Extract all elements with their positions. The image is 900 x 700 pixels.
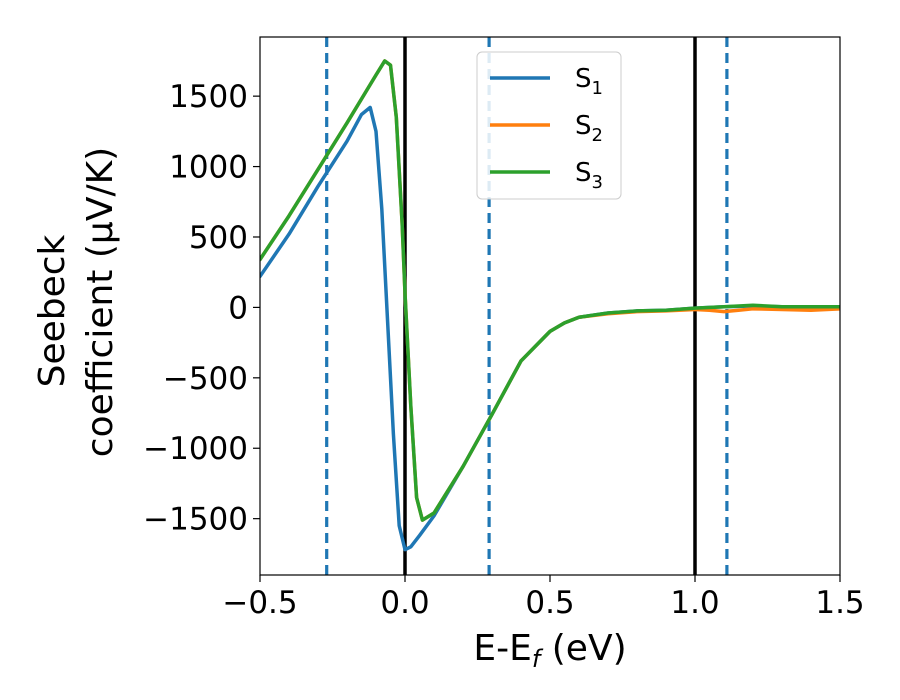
y-tick-label: −1500	[143, 502, 248, 538]
y-tick-label: −500	[163, 361, 248, 397]
y-tick-label: −1000	[143, 431, 248, 467]
x-axis-ticks: −0.5 0.0 0.5 1.0 1.5	[222, 575, 865, 621]
series-layer	[260, 59, 840, 552]
y-tick-label: 500	[189, 220, 248, 256]
y-tick-label: 0	[228, 290, 248, 326]
x-tick-label: 1.5	[815, 585, 864, 621]
y-axis-title: Seebeck coefficient (μV/K)	[32, 147, 121, 457]
series-line-s3	[260, 59, 840, 522]
y-tick-label: 1500	[169, 79, 248, 115]
x-tick-label: −0.5	[222, 585, 297, 621]
legend: S1 S2 S3	[476, 51, 622, 200]
y-axis-ticks: −1500 −1000 −500 0 500 1000 1500	[143, 79, 260, 538]
x-tick-label: 1.0	[670, 585, 719, 621]
x-axis-title: E-Ef (eV)	[473, 628, 626, 673]
legend-label-s3: S3	[575, 158, 603, 193]
y-axis-title-line2: coefficient (μV/K)	[80, 147, 121, 457]
legend-label-s2: S2	[575, 111, 603, 146]
x-tick-label: 0.5	[525, 585, 574, 621]
legend-label-s1: S1	[575, 64, 603, 99]
y-axis-title-line1: Seebeck	[32, 234, 73, 387]
x-tick-label: 0.0	[380, 585, 429, 621]
y-tick-label: 1000	[169, 150, 248, 186]
